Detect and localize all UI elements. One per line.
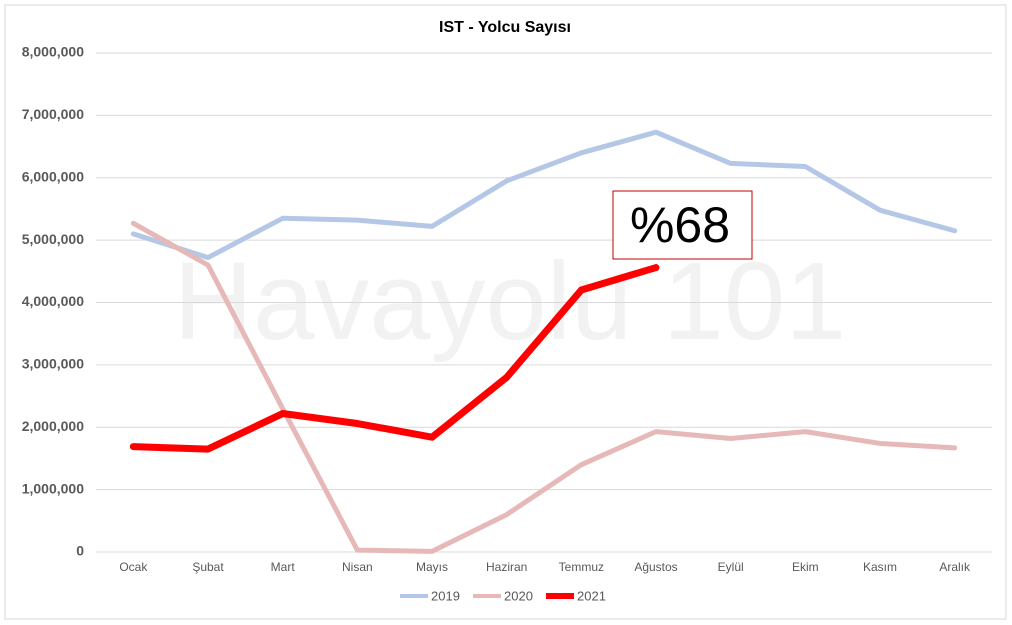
line-series (130, 129, 958, 261)
x-tick-label: Ocak (119, 560, 148, 574)
legend-label: 2020 (504, 588, 533, 603)
x-tick-label: Şubat (192, 560, 224, 574)
x-tick-label: Ağustos (634, 560, 677, 574)
annotation: %68 (630, 197, 730, 253)
x-tick-label: Mart (271, 560, 296, 574)
plot: 0 1,000,000 2,000,000 3,000,000 4,000,000 5,0… (22, 44, 992, 603)
x-tick-label: Ekim (792, 560, 819, 574)
x-tick-label: Mayıs (416, 560, 448, 574)
y-tick-label: 8,000,000 (22, 44, 84, 60)
y-tick-label: 3,000,000 (22, 356, 84, 372)
y-tick-label: 5,000,000 (22, 231, 84, 247)
y-tick-label: 4,000,000 (22, 293, 84, 309)
legend-label: 2019 (431, 588, 460, 603)
x-tick-label: Temmuz (559, 560, 604, 574)
y-tick-label: 6,000,000 (22, 168, 84, 184)
line-series (129, 264, 660, 453)
x-tick-label: Eylül (718, 560, 744, 574)
y-tick-label: 1,000,000 (22, 480, 84, 496)
watermark: Havayolu 101 (174, 240, 847, 363)
y-tick-label: 7,000,000 (22, 106, 84, 122)
y-tick-label: 0 (76, 543, 84, 559)
x-tick-label: Nisan (342, 560, 373, 574)
chart-title: IST - Yolcu Sayısı (439, 19, 571, 36)
x-tick-label: Kasım (863, 560, 897, 574)
y-tick-label: 2,000,000 (22, 418, 84, 434)
annotation-box (612, 190, 753, 260)
legend-label: 2021 (577, 588, 606, 603)
x-tick-label: Haziran (486, 560, 527, 574)
x-tick-label: Aralık (939, 560, 971, 574)
line-series (130, 220, 958, 554)
